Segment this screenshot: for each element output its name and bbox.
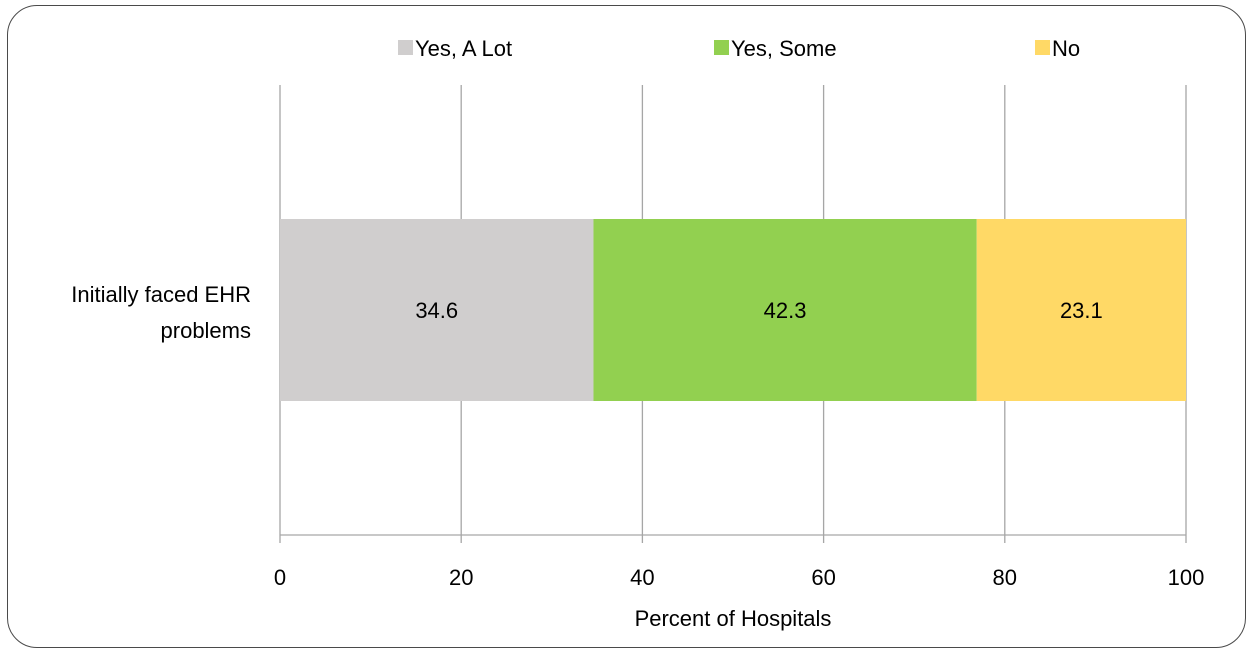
data-label-2: 42.3 [764, 298, 807, 323]
x-tick-label-100: 100 [1168, 565, 1205, 590]
x-axis: 0 20 40 60 80 100 [274, 534, 1205, 590]
x-tick-label-20: 20 [449, 565, 473, 590]
bar-segment-3 [976, 219, 1186, 401]
gridlines [279, 85, 1187, 543]
legend: Yes, A Lot Yes, Some No [398, 36, 1080, 61]
data-label-1: 34.6 [415, 298, 458, 323]
x-tick-label-60: 60 [811, 565, 835, 590]
x-tick-label-40: 40 [630, 565, 654, 590]
category-axis: Initially faced EHR problems [71, 282, 251, 343]
legend-swatch-1 [398, 40, 413, 55]
bar-segment-2 [593, 219, 977, 401]
x-axis-title: Percent of Hospitals [635, 606, 832, 631]
data-labels: 34.6 42.3 23.1 [415, 298, 1102, 323]
x-tick-label-80: 80 [993, 565, 1017, 590]
bar-segment-1 [280, 219, 594, 401]
category-label-line-1: Initially faced EHR [71, 282, 251, 307]
legend-swatch-3 [1035, 40, 1050, 55]
data-label-3: 23.1 [1060, 298, 1103, 323]
legend-label-1: Yes, A Lot [415, 36, 512, 61]
legend-label-3: No [1052, 36, 1080, 61]
x-tick-label-0: 0 [274, 565, 286, 590]
bars [280, 219, 1186, 401]
chart-frame [7, 5, 1246, 648]
legend-swatch-2 [714, 40, 729, 55]
legend-label-2: Yes, Some [731, 36, 837, 61]
category-label-line-2: problems [161, 318, 251, 343]
